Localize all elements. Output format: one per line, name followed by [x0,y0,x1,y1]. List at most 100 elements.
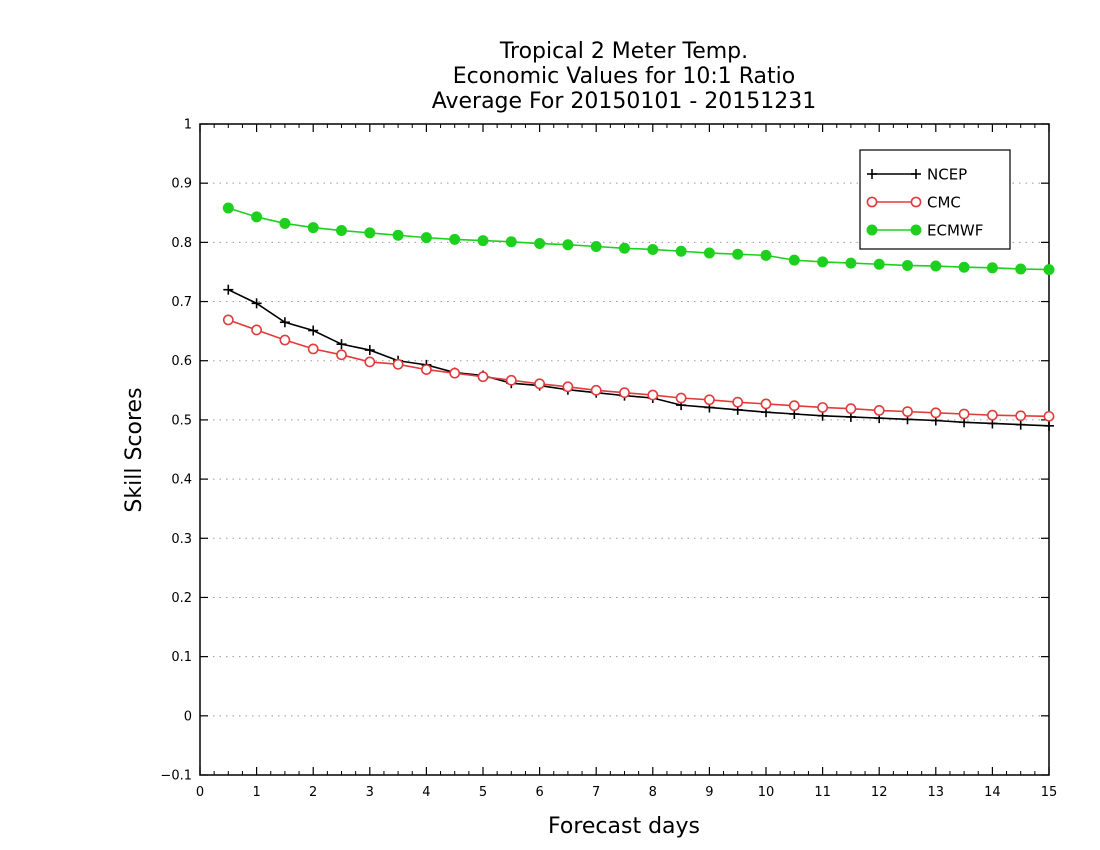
legend-label: ECMWF [927,222,983,240]
legend-marker [867,169,877,179]
x-tick-label: 10 [758,785,775,800]
data-point-cmc [307,343,319,355]
data-point-cmc [760,398,772,410]
data-point-ecmwf [647,243,659,255]
data-point-cmc [902,406,913,418]
y-tick-label: 0.2 [171,591,192,606]
data-point-cmc [534,378,545,390]
data-point-ecmwf [703,247,715,259]
data-point-ecmwf [873,258,885,270]
data-point-cmc [817,402,828,413]
y-tick-label: 0.3 [171,532,192,547]
legend-marker [866,224,878,236]
data-point-ecmwf [336,225,347,237]
x-tick-label: 2 [309,785,317,800]
data-point-cmc [1043,410,1055,422]
x-tick-label: 11 [814,785,831,800]
legend-item-cmc: CMC [866,194,961,212]
data-point-ecmwf [392,229,404,241]
series-lines [222,202,1055,431]
data-point-ecmwf [788,254,800,266]
y-tick-label: 0.9 [171,177,192,192]
chart-title: Tropical 2 Meter Temp.Economic Values fo… [432,39,817,114]
data-point-ncep [308,325,319,336]
data-point-cmc [222,314,234,326]
x-tick-label: 12 [871,785,888,800]
data-point-ncep [336,339,347,350]
x-tick-label: 4 [422,785,430,800]
data-point-ecmwf [562,239,574,251]
x-tick-label: 6 [535,785,543,800]
y-tick-label: 0.8 [171,236,192,251]
data-point-ecmwf [930,260,942,272]
data-point-ecmwf [222,202,234,214]
data-point-ecmwf [505,236,517,248]
data-point-ncep [251,298,262,309]
x-axis-ticks: 0 1 2 3 4 5 6 7 8 9 10 11 12 13 14 15 [196,124,1057,800]
data-point-ncep [1015,419,1026,430]
data-point-cmc [590,384,602,396]
legend-marker [911,169,921,179]
data-point-ecmwf [534,238,546,250]
y-tick-label: 0.6 [171,354,192,369]
data-point-cmc [505,374,517,386]
y-tick-label: 0.4 [171,473,192,488]
x-tick-label: 8 [649,785,657,800]
legend-marker [910,224,922,236]
data-point-cmc [392,358,404,370]
data-point-ecmwf [1043,264,1055,276]
data-point-ecmwf [477,235,489,247]
series-line-cmc [228,319,1050,418]
data-point-ecmwf [986,262,998,274]
legend-label: NCEP [927,166,967,184]
data-point-cmc [449,367,461,379]
series-ecmwf [222,202,1055,276]
data-point-cmc [675,392,687,404]
data-point-ecmwf [675,245,687,257]
x-tick-label: 3 [366,785,374,800]
data-point-ecmwf [307,222,319,234]
data-point-cmc [279,334,291,346]
data-point-cmc [1015,410,1027,422]
data-point-cmc [619,387,630,399]
data-point-ecmwf [902,259,913,271]
data-point-cmc [958,408,970,420]
data-point-cmc [732,396,744,408]
data-point-ncep [279,317,290,328]
data-point-ncep [223,284,234,295]
data-point-ecmwf [420,232,432,244]
data-point-cmc [336,349,347,361]
data-point-cmc [704,394,715,406]
data-point-ecmwf [364,227,376,239]
data-point-ecmwf [251,211,263,223]
y-tick-label: 1 [184,118,192,133]
data-point-cmc [873,405,885,416]
data-point-ncep [364,345,375,356]
legend-item-ecmwf: ECMWF [866,222,983,240]
data-point-ecmwf [590,241,602,253]
x-tick-label: 1 [252,785,260,800]
x-tick-label: 7 [592,785,600,800]
x-tick-label: 5 [479,785,487,800]
data-point-ecmwf [845,257,857,269]
data-point-cmc [987,409,998,421]
x-tick-label: 15 [1041,785,1058,800]
chart-title-line-3: Average For 20150101 - 20151231 [432,89,817,114]
legend-marker [910,196,922,208]
x-axis-label: Forecast days [548,814,700,839]
x-tick-label: 14 [984,785,1001,800]
y-tick-label: 0.7 [171,295,192,310]
x-tick-label: 0 [196,785,204,800]
data-point-ecmwf [958,261,970,273]
y-tick-label: 0.5 [171,413,192,428]
y-tick-label: 0 [184,709,192,724]
x-tick-label: 9 [705,785,713,800]
grid-lines [200,182,1049,717]
y-axis-ticks: −0.1 0 0.1 0.2 0.3 0.4 0.5 0.6 0.7 0.8 0.9 1 [160,118,1049,784]
data-point-ecmwf [817,256,829,268]
chart-title-line-1: Tropical 2 Meter Temp. [499,39,748,64]
data-point-ecmwf [732,248,744,260]
y-axis-label: Skill Scores [122,387,147,512]
data-point-cmc [364,356,376,368]
